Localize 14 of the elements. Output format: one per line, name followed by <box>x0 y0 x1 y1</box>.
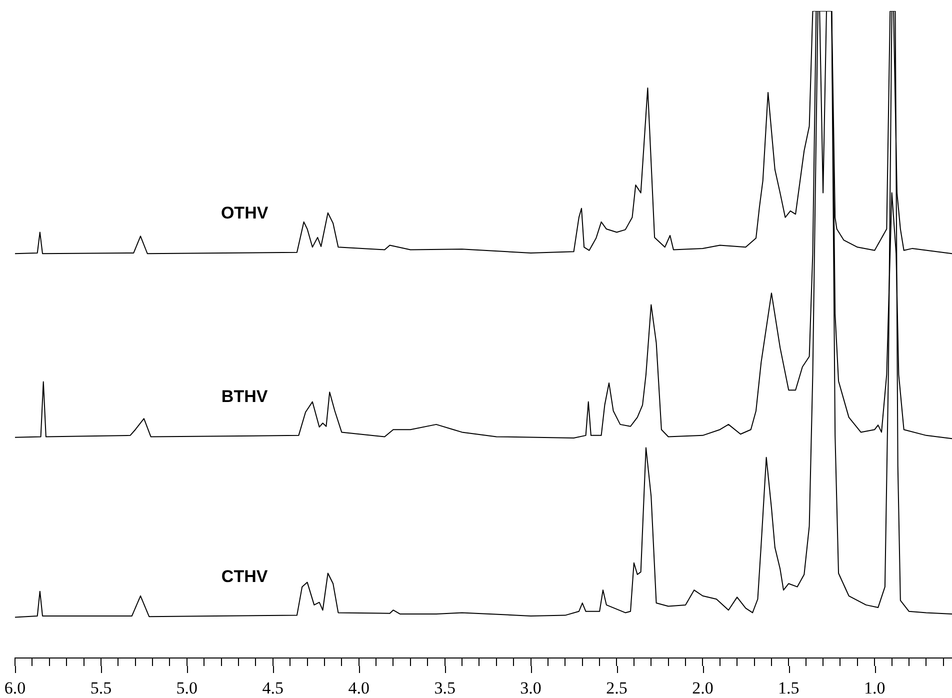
x-tick-label: 3.0 <box>520 678 542 698</box>
series-label: BTHV <box>221 387 268 406</box>
series-label: OTHV <box>220 203 269 222</box>
series-label: CTHV <box>221 566 268 586</box>
x-tick-label: 2.5 <box>606 678 628 698</box>
x-tick-label: 2.0 <box>692 678 714 698</box>
x-tick-label: 4.0 <box>348 678 370 698</box>
x-tick-label: 6.0 <box>4 678 26 698</box>
x-tick-label: 1.0 <box>864 678 886 698</box>
x-tick-label: 5.5 <box>90 678 112 698</box>
x-tick-label: 4.5 <box>262 678 284 698</box>
x-tick-label: 3.5 <box>434 678 456 698</box>
x-tick-label: 1.5 <box>778 678 800 698</box>
x-tick-label: 5.0 <box>176 678 198 698</box>
